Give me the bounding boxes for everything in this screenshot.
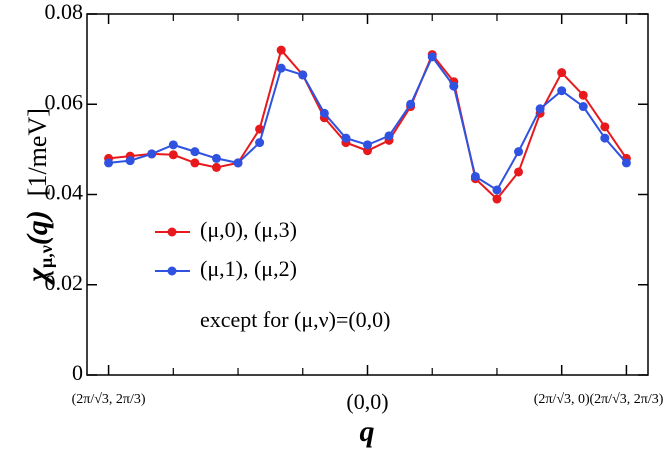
y-tick-label: 0.02 (45, 270, 84, 295)
legend-label: (μ,1), (μ,2) (200, 256, 297, 281)
marker (578, 102, 588, 112)
marker (470, 171, 480, 181)
marker (319, 108, 329, 118)
y-tick-label: 0 (72, 360, 83, 385)
marker (276, 45, 286, 55)
marker (125, 156, 135, 166)
marker (406, 99, 416, 109)
marker (492, 185, 502, 195)
marker (449, 81, 459, 91)
marker (492, 194, 502, 204)
marker (276, 63, 286, 73)
marker (211, 162, 221, 172)
marker (211, 153, 221, 163)
marker (255, 138, 265, 148)
y-symbol: χ (21, 267, 54, 286)
y-tick-label: 0.06 (45, 89, 84, 114)
x-axis-title: q (360, 415, 375, 448)
x-tick-label: (2π/√3, 2π/3) (72, 392, 146, 407)
marker (168, 140, 178, 150)
marker (535, 104, 545, 114)
y-tick-label: 0.08 (45, 0, 84, 24)
marker (233, 158, 243, 168)
series-line (108, 54, 628, 192)
y-subscript: μ,ν (36, 245, 56, 268)
series-line (108, 48, 628, 201)
legend-marker (167, 266, 177, 276)
marker (168, 150, 178, 160)
marker (557, 68, 567, 78)
legend-marker (167, 227, 177, 237)
marker (621, 158, 631, 168)
svg-text:χμ,ν(q)[1/meV]: χμ,ν(q) [1/meV] (21, 108, 56, 286)
marker (600, 122, 610, 132)
marker (514, 167, 524, 177)
x-tick-label: (2π/√3, 0) (534, 392, 590, 407)
x-tick-label: (0,0) (346, 389, 388, 414)
y-tick-label: 0.04 (45, 180, 84, 205)
marker (557, 86, 567, 96)
marker (190, 158, 200, 168)
y-axis-title: χμ,ν(q) [1/meV] (21, 108, 56, 286)
marker (363, 140, 372, 150)
y-unit: [1/meV] (23, 108, 52, 196)
marker (190, 147, 200, 157)
marker (427, 52, 437, 62)
marker (514, 147, 524, 157)
marker (600, 133, 610, 143)
marker (298, 70, 308, 80)
marker (147, 149, 157, 159)
marker (104, 158, 114, 168)
marker (578, 90, 588, 100)
annotation: except for (μ,ν)=(0,0) (200, 307, 391, 332)
x-tick-label: (2π/√3, 2π/3) (589, 392, 663, 407)
y-argument: (q) (21, 210, 54, 245)
marker (384, 131, 394, 141)
legend-label: (μ,0), (μ,3) (200, 217, 297, 242)
marker (341, 133, 351, 143)
